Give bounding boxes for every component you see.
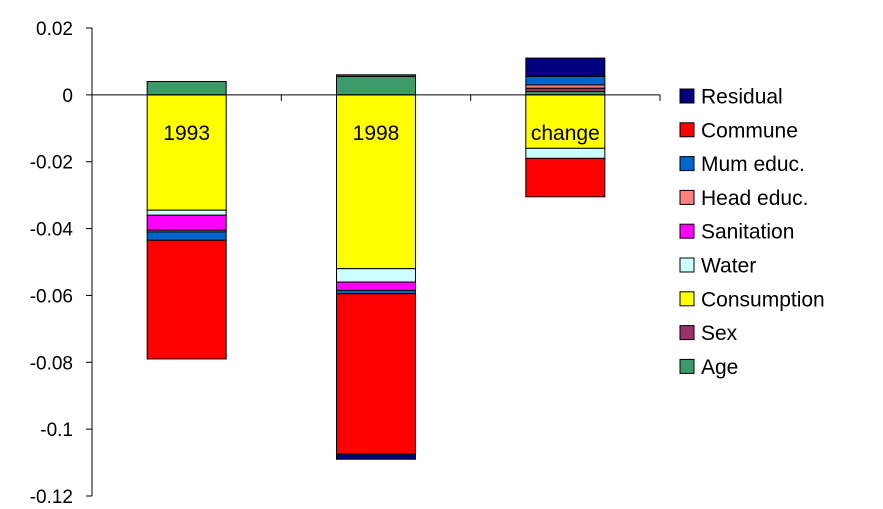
y-tick-label: -0.1 [40, 420, 73, 441]
legend-swatch [679, 223, 695, 239]
legend-label: Age [701, 356, 738, 379]
category-label: change [531, 122, 600, 145]
bar-segment-sex-change [525, 87, 606, 93]
bar-segment-residual-change [525, 57, 606, 77]
legend-label: Sanitation [701, 221, 794, 244]
bar-segment-water-1993 [146, 209, 227, 216]
legend-label: Residual [701, 86, 783, 109]
bar-segment-water-1998 [336, 268, 416, 283]
bar-segment-commune-change [525, 157, 606, 198]
y-tick-label: -0.02 [30, 153, 73, 174]
y-tick-label: -0.04 [30, 220, 74, 241]
legend: Residual Commune Mum educ. Head educ. Sanita… [679, 86, 825, 379]
legend-item: Consumption [679, 288, 825, 311]
y-tick-label: -0.08 [30, 353, 73, 374]
bar-segment-mum-educ-1998 [336, 289, 416, 295]
legend-swatch [679, 291, 695, 307]
bar-segment-sanitation-1993 [146, 214, 227, 231]
y-tick-label: 0.02 [36, 19, 73, 40]
bar-segment-sex-1998 [336, 74, 416, 77]
bar-segment-head-educ-change [525, 84, 606, 89]
legend-label: Sex [701, 322, 738, 345]
axes-layer: 0.02 0 -0.02 -0.04 -0.06 -0.08 -0.1 -0.12 [30, 19, 661, 508]
legend-swatch [679, 257, 695, 273]
bar-segment-consumption-1998 [336, 94, 416, 270]
legend-swatch [679, 122, 695, 138]
legend-label: Mum educ. [701, 153, 805, 176]
bar-segment-age-change [525, 91, 606, 96]
category-label: 1993 [163, 122, 210, 145]
bar-segment-commune-1993 [146, 239, 227, 360]
legend-item: Head educ. [679, 187, 808, 210]
legend-label: Consumption [701, 288, 825, 311]
legend-label: Commune [701, 119, 798, 142]
bar-segment-mum-educ-change [525, 75, 606, 86]
y-tick-label: -0.12 [30, 487, 73, 508]
bar-segment-consumption-1993 [146, 94, 227, 211]
legend-item: Mum educ. [679, 153, 805, 176]
y-tick-label: 0 [62, 86, 73, 107]
legend-item: Age [679, 356, 738, 379]
bar-segment-residual-1998 [336, 453, 416, 460]
legend-item: Water [679, 255, 756, 278]
bar-segment-mum-educ-1993 [146, 231, 227, 241]
legend-item: Residual [679, 86, 783, 109]
bar-segment-water-change [525, 147, 606, 159]
bar-segment-sanitation-1998 [336, 281, 416, 291]
legend-label: Head educ. [701, 187, 808, 210]
category-labels-layer: 1993 1998 change [163, 122, 599, 145]
legend-swatch [679, 189, 695, 205]
legend-item: Commune [679, 119, 798, 142]
bar-segment-age-1998 [336, 75, 416, 96]
legend-item: Sex [679, 322, 738, 345]
bar-segment-commune-1998 [336, 293, 416, 455]
legend-label: Water [701, 255, 756, 278]
legend-swatch [679, 358, 695, 374]
legend-swatch [679, 88, 695, 104]
bar-segment-age-1993 [146, 80, 227, 96]
legend-swatch [679, 156, 695, 172]
bars-layer [146, 57, 606, 460]
legend-swatch [679, 325, 695, 341]
legend-item: Sanitation [679, 221, 794, 244]
y-tick-label: -0.06 [30, 286, 73, 307]
category-label: 1998 [353, 122, 400, 145]
